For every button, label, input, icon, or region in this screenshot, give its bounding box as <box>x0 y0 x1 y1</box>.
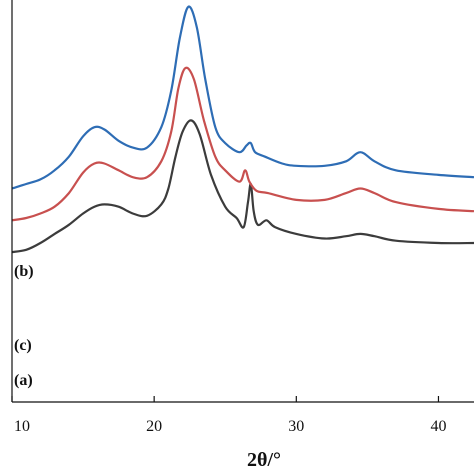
series-line-c <box>11 66 474 222</box>
series-line-a <box>11 119 474 254</box>
x-tick-label: 40 <box>430 418 446 435</box>
series-label-c: (c) <box>14 337 32 354</box>
x-ticks: 10 20 30 40 <box>11 396 446 435</box>
plot-lines <box>11 5 474 254</box>
series-labels: (a) (b) (c) <box>14 263 34 389</box>
series-label-b: (b) <box>14 263 34 280</box>
x-tick-label: 20 <box>146 418 162 435</box>
x-tick-label: 30 <box>288 418 304 435</box>
x-axis-title: 2θ/° <box>247 449 281 471</box>
series-line-b <box>11 5 474 190</box>
series-label-a: (a) <box>14 372 33 389</box>
x-tick-label: 10 <box>14 418 30 435</box>
